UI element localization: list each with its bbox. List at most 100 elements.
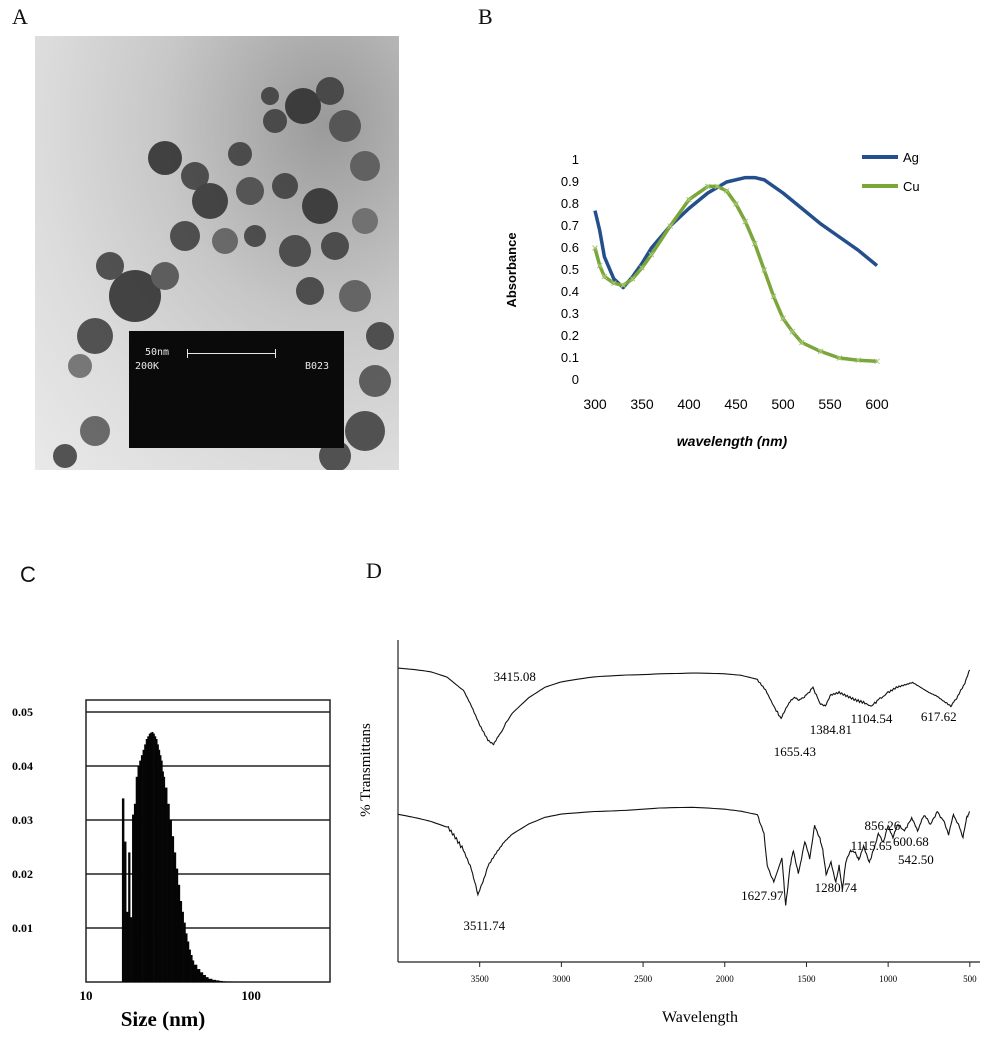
- histogram-bar: [206, 977, 209, 982]
- histogram-x-axis-label: Size (nm): [121, 1007, 206, 1031]
- uv-vis-y-tick-label: 0.9: [561, 174, 579, 189]
- histogram-bar: [187, 942, 189, 983]
- uv-vis-x-tick-label: 500: [771, 396, 795, 412]
- histogram-bar: [208, 979, 212, 982]
- panel-label-a: A: [12, 4, 28, 30]
- histogram-bar: [132, 815, 134, 982]
- uv-vis-y-tick-label: 0.7: [561, 218, 579, 233]
- uv-vis-x-tick-label: 550: [818, 396, 842, 412]
- scale-bar: [187, 353, 275, 354]
- uv-vis-y-tick-label: 1: [572, 152, 579, 167]
- uv-vis-y-tick-label: 0.5: [561, 262, 579, 277]
- histogram-bar: [194, 965, 197, 982]
- uv-vis-x-tick-label: 350: [630, 396, 654, 412]
- ftir-peak-label: 3511.74: [463, 918, 505, 933]
- uv-vis-x-axis-label: wavelength (nm): [677, 433, 788, 449]
- legend-label-agnps: AgNPs-C: [903, 150, 920, 165]
- ftir-x-ticks: 3500 3000 2500 2000 1500 1000 500: [471, 962, 977, 984]
- ftir-spectrum-line: [398, 668, 970, 745]
- histogram-x-tick-label: 10: [80, 988, 93, 1003]
- panel-label-c: C: [20, 562, 36, 588]
- uv-vis-x-tick-label: 450: [724, 396, 748, 412]
- uv-vis-x-ticks: 300 350 400 450 500 550 600: [583, 396, 889, 412]
- histogram-bar: [176, 869, 178, 982]
- ftir-peak-label: 1280.74: [815, 880, 858, 895]
- histogram-bar: [124, 842, 126, 982]
- ftir-peak-label: 1627.97: [741, 888, 784, 903]
- ftir-x-tick-label: 3500: [471, 974, 490, 984]
- histogram-bar: [203, 975, 206, 982]
- ftir-chart: 3500 3000 2500 2000 1500 1000 500 3415.08 1655.…: [340, 630, 980, 1030]
- ftir-x-tick-label: 2500: [634, 974, 653, 984]
- uv-vis-y-tick-label: 0: [572, 372, 579, 387]
- ftir-peak-label: 1104.54: [851, 711, 893, 726]
- ftir-x-tick-label: 2000: [716, 974, 735, 984]
- ftir-peak-label: 617.62: [921, 709, 957, 724]
- histogram-bar: [172, 836, 174, 982]
- ftir-peak-label: 3415.08: [494, 669, 536, 684]
- uv-vis-y-tick-label: 0.1: [561, 350, 579, 365]
- ftir-spectra: [398, 668, 970, 905]
- histogram-bar: [169, 820, 172, 982]
- histogram-bar: [212, 980, 216, 982]
- uv-vis-x-tick-label: 300: [583, 396, 607, 412]
- histogram-bar: [222, 981, 225, 982]
- histogram-y-ticks: 0.010.020.030.040.05: [12, 705, 33, 935]
- image-code-label: B023: [305, 361, 329, 372]
- scale-bar-label: 50nm: [145, 347, 169, 358]
- histogram-bar: [134, 804, 136, 982]
- histogram-bar: [128, 852, 130, 982]
- uv-vis-y-axis-label: Absorbance: [504, 232, 519, 307]
- uv-vis-series: [593, 178, 880, 364]
- histogram-y-tick-label: 0.03: [12, 813, 33, 827]
- histogram-bar: [167, 804, 170, 982]
- ftir-peak-label: 542.50: [898, 852, 934, 867]
- panel-label-d: D: [366, 558, 382, 584]
- ftir-x-tick-label: 500: [963, 974, 977, 984]
- uv-vis-x-tick-label: 400: [677, 396, 701, 412]
- uv-vis-y-tick-label: 0.8: [561, 196, 579, 211]
- histogram-bar: [216, 980, 220, 982]
- scale-bar-left-tick: [187, 349, 188, 358]
- histogram-bar: [136, 777, 138, 982]
- histogram-bar: [197, 969, 200, 982]
- ftir-peak-label: 856.26: [864, 818, 900, 833]
- histogram-bar: [165, 788, 168, 982]
- uv-vis-y-tick-label: 0.3: [561, 306, 579, 321]
- histogram-bar: [185, 933, 187, 982]
- ftir-x-axis-label: Wavelength: [662, 1009, 738, 1026]
- histogram-bar: [130, 917, 132, 982]
- ftir-peak-label: 600.68: [893, 834, 929, 849]
- histogram-bar: [174, 852, 176, 982]
- uv-vis-y-tick-label: 0.2: [561, 328, 579, 343]
- ftir-peak-label: 1384.81: [810, 722, 852, 737]
- uv-vis-y-tick-label: 0.6: [561, 240, 579, 255]
- histogram-bar: [184, 923, 186, 982]
- histogram-y-tick-label: 0.01: [12, 921, 33, 935]
- uv-vis-series-line: [595, 186, 877, 361]
- histogram-bar: [126, 912, 128, 982]
- scale-bar-right-tick: [275, 349, 276, 358]
- histogram-x-tick-label: 100: [241, 988, 261, 1003]
- histogram-bar: [182, 912, 184, 982]
- ftir-x-tick-label: 1500: [797, 974, 816, 984]
- ftir-x-tick-label: 1000: [879, 974, 898, 984]
- histogram-y-tick-label: 0.02: [12, 867, 33, 881]
- uv-vis-legend: AgNPs-C Curcumin: [862, 150, 920, 194]
- legend-label-curcumin: Curcumin: [903, 179, 920, 194]
- histogram-bar: [219, 981, 223, 982]
- histogram-bar: [178, 885, 180, 982]
- tem-micrograph: 50nm 200K B023: [35, 36, 399, 470]
- ftir-x-tick-label: 3000: [552, 974, 571, 984]
- histogram-bar: [122, 798, 124, 982]
- histogram-bar: [180, 901, 182, 982]
- ftir-y-axis-label: % Transmittans: [358, 723, 374, 817]
- uv-vis-x-tick-label: 600: [865, 396, 889, 412]
- uv-vis-chart: 0 0.1 0.2 0.3 0.4 0.5 0.6 0.7 0.8 0.9 1 300 350 400 4…: [500, 145, 920, 455]
- histogram-y-tick-label: 0.04: [12, 759, 33, 773]
- magnification-label: 200K: [135, 361, 159, 372]
- scale-bar-inset: 50nm 200K B023: [129, 331, 344, 448]
- histogram-x-ticks: 10 100: [80, 988, 261, 1003]
- ftir-peak-label: 1655.43: [774, 744, 816, 759]
- uv-vis-y-tick-label: 0.4: [561, 284, 579, 299]
